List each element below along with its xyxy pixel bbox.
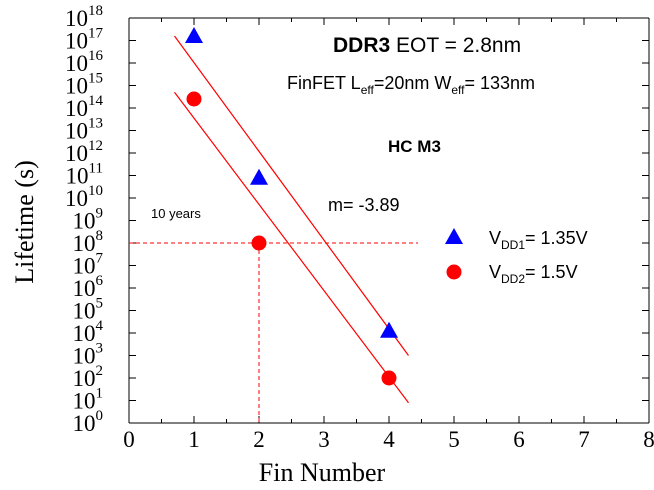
ten-years-label: 10 years <box>151 206 201 221</box>
y-tick-exponent: 9 <box>96 206 104 222</box>
legend-vdd2-suffix: = 1.5V <box>525 262 578 282</box>
finfet-annotation: FinFET Leff=20nm Weff= 133nm <box>287 73 535 97</box>
y-tick-exponent: 2 <box>96 363 104 379</box>
legend-vdd1-sub: DD1 <box>501 238 525 252</box>
y-tick-exponent: 11 <box>89 161 103 177</box>
y-tick-exponent: 7 <box>96 251 104 267</box>
y-tick-base: 10 <box>66 164 89 189</box>
legend-vdd1-suffix: = 1.35V <box>525 228 588 248</box>
y-tick-base: 10 <box>65 141 88 166</box>
y-tick-base: 10 <box>73 344 96 369</box>
y-tick-base: 10 <box>73 254 96 279</box>
legend-circle-marker <box>447 265 462 280</box>
y-tick-base: 10 <box>65 51 88 76</box>
y-tick-exponent: 14 <box>88 93 104 109</box>
y-tick-base: 10 <box>73 389 96 414</box>
x-tick-label: 2 <box>253 427 265 452</box>
x-tick-label: 5 <box>448 427 460 452</box>
y-axis-label: Lifetime (s) <box>10 160 39 283</box>
legend-entry-vdd1: VDD1= 1.35V <box>489 228 588 252</box>
reference-lines <box>129 243 418 423</box>
y-tick-base: 10 <box>65 186 88 211</box>
y-tick-exponent: 6 <box>96 273 104 289</box>
x-tick-label: 8 <box>643 427 654 452</box>
ddr3-bold-label: DDR3 <box>333 34 390 57</box>
y-tick-base: 10 <box>65 96 88 121</box>
y-tick-base: 10 <box>73 366 96 391</box>
y-tick-exponent: 17 <box>88 26 104 42</box>
y-tick-exponent: 1 <box>96 386 104 402</box>
finfet-part-c: = 133nm <box>464 73 535 93</box>
y-tick-exponent: 4 <box>96 318 104 334</box>
triangle-point-vdd1 <box>250 169 268 185</box>
x-tick-label: 7 <box>578 427 590 452</box>
y-tick-exponent: 10 <box>88 183 103 199</box>
y-tick-base: 10 <box>73 299 96 324</box>
eot-label: EOT = 2.8nm <box>390 34 521 57</box>
x-axis-label: Fin Number <box>259 458 386 487</box>
y-tick-base: 10 <box>73 231 96 256</box>
y-tick-base: 10 <box>73 276 96 301</box>
legend-triangle-marker <box>445 228 463 244</box>
ddr3-annotation: DDR3 EOT = 2.8nm <box>333 34 521 57</box>
y-tick-base: 10 <box>65 6 88 31</box>
legend-vdd2-sub: DD2 <box>501 272 525 286</box>
y-tick-exponent: 5 <box>96 296 104 312</box>
y-tick-base: 10 <box>65 74 88 99</box>
y-tick-base: 10 <box>73 209 96 234</box>
x-tick-label: 0 <box>123 427 135 452</box>
finfet-sub-2: eff <box>451 83 465 97</box>
y-tick-base: 10 <box>65 119 88 144</box>
y-tick-exponent: 15 <box>88 71 103 87</box>
hc-m3-annotation: HC M3 <box>388 137 441 156</box>
legend-vdd1-prefix: V <box>489 228 501 248</box>
x-tick-label: 4 <box>383 427 395 452</box>
fit-line <box>175 92 409 403</box>
circle-point-vdd2 <box>252 236 267 251</box>
circle-point-vdd2 <box>187 92 202 107</box>
y-tick-exponent: 8 <box>96 228 104 244</box>
slope-annotation: m= -3.89 <box>328 195 400 215</box>
finfet-sub-1: eff <box>361 83 375 97</box>
y-tick-exponent: 0 <box>96 408 104 424</box>
x-tick-label: 3 <box>318 427 330 452</box>
y-tick-base: 10 <box>65 29 88 54</box>
triangle-point-vdd1 <box>380 322 398 338</box>
y-tick-exponent: 16 <box>88 48 104 64</box>
x-tick-label: 6 <box>513 427 525 452</box>
triangle-point-vdd1 <box>185 27 203 43</box>
y-tick-exponent: 12 <box>88 138 103 154</box>
y-tick-exponent: 3 <box>96 341 104 357</box>
x-tick-label: 1 <box>188 427 200 452</box>
legend-entry-vdd2: VDD2= 1.5V <box>489 262 578 286</box>
circle-point-vdd2 <box>382 371 397 386</box>
y-tick-exponent: 13 <box>88 116 103 132</box>
legend: VDD1= 1.35V VDD2= 1.5V <box>445 228 588 286</box>
finfet-part-a: FinFET L <box>287 73 361 93</box>
legend-vdd2-prefix: V <box>489 262 501 282</box>
finfet-part-b: =20nm W <box>374 73 452 93</box>
y-tick-base: 10 <box>73 321 96 346</box>
y-tick-base: 10 <box>73 411 96 436</box>
y-tick-exponent: 18 <box>88 3 103 19</box>
